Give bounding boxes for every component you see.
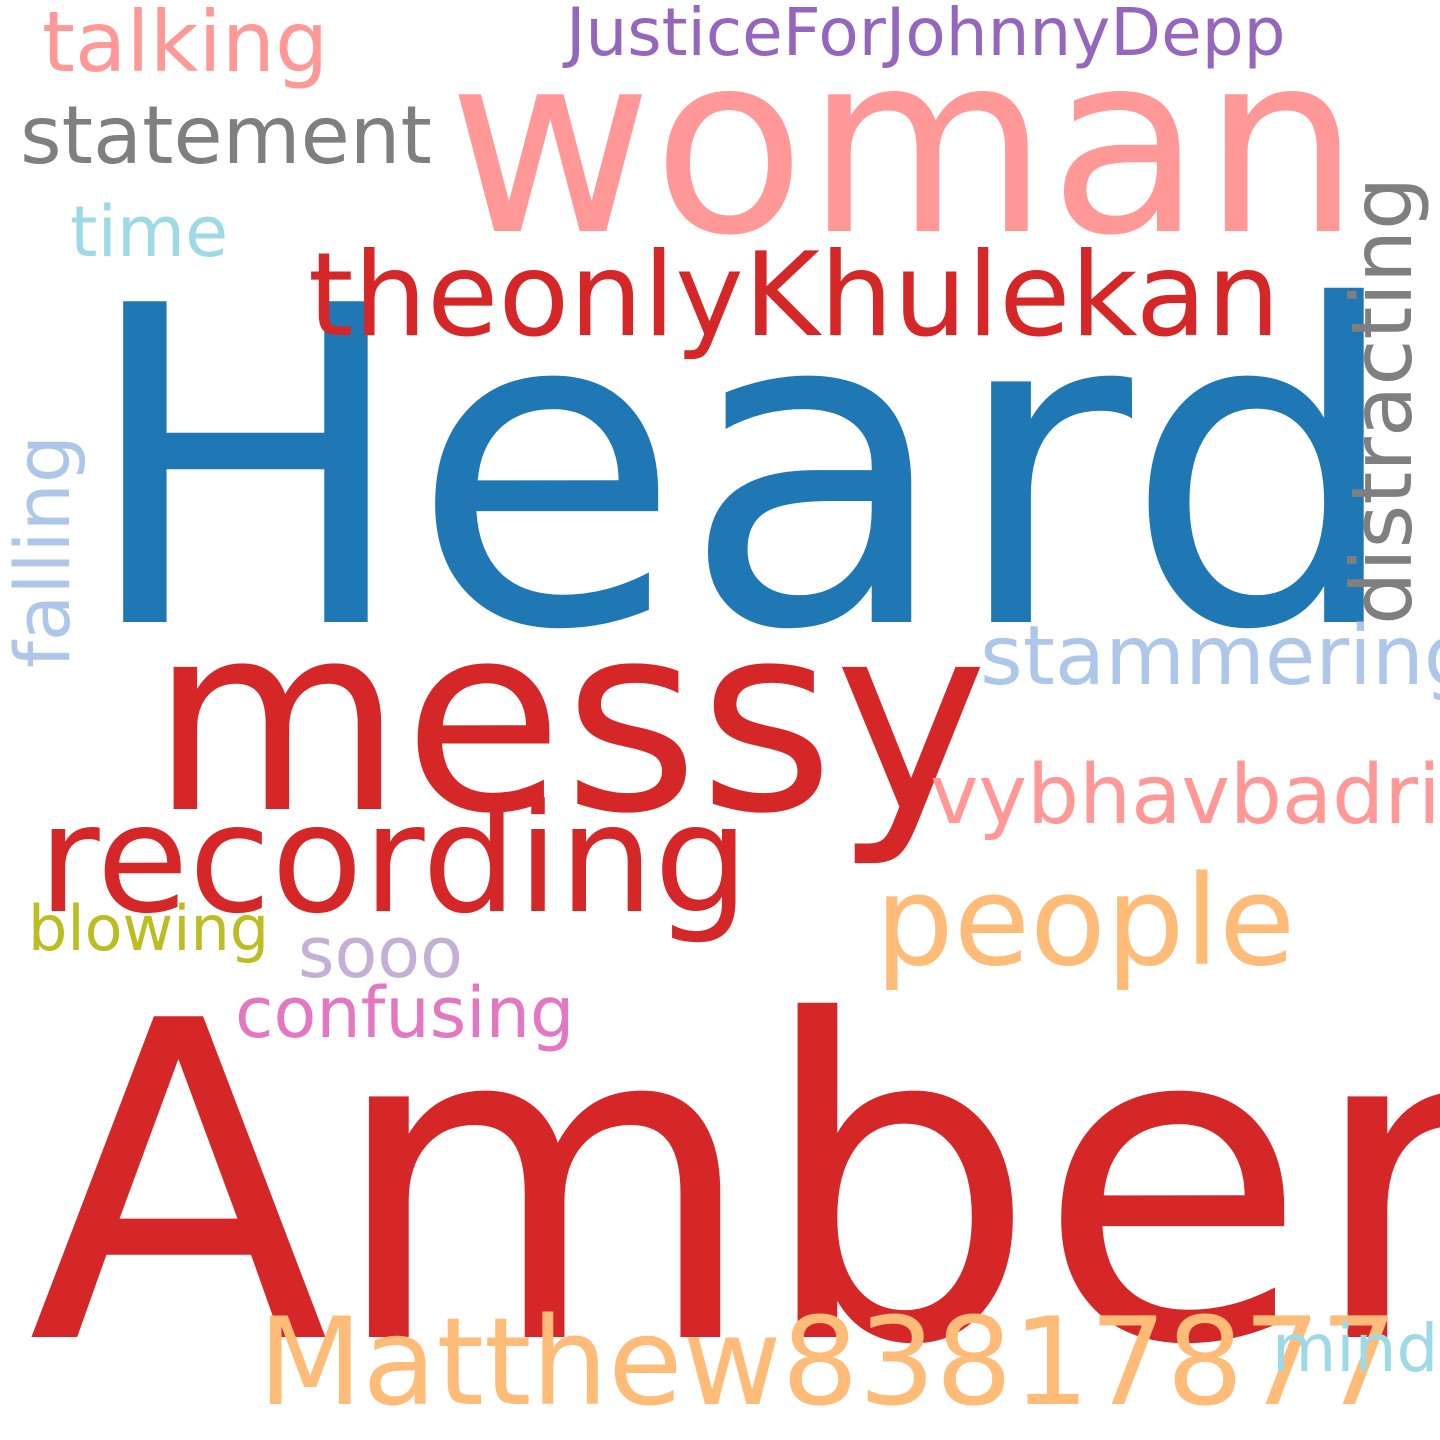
word-sooo: sooo [298,912,463,994]
word-confusing: confusing [235,972,575,1054]
word-stammering: stammering [980,609,1440,704]
word-people: people [875,850,1296,994]
word-blowing: blowing [28,892,270,965]
word-heard: Heard [80,214,1404,726]
word-theonlykhulekan: theonlyKhulekan [308,228,1281,363]
word-justiceforjohnnydepp: JusticeForJohnnyDepp [566,0,1286,71]
word-matthew83817877: Matthew83817877 [258,1292,1398,1433]
word-time: time [70,191,229,273]
word-mind: mind [1272,1310,1439,1387]
word-statement: statement [20,89,432,182]
word-recording: recording [38,773,750,947]
word-vybhavbadri: vybhavbadri [930,748,1440,843]
word-messy: messy [150,569,989,871]
word-talking: talking [42,0,329,91]
word-amber: Amber [28,929,1440,1440]
word-distracting: distracting [1333,176,1431,625]
word-woman: woman [448,0,1361,290]
word-falling: falling [0,434,87,668]
